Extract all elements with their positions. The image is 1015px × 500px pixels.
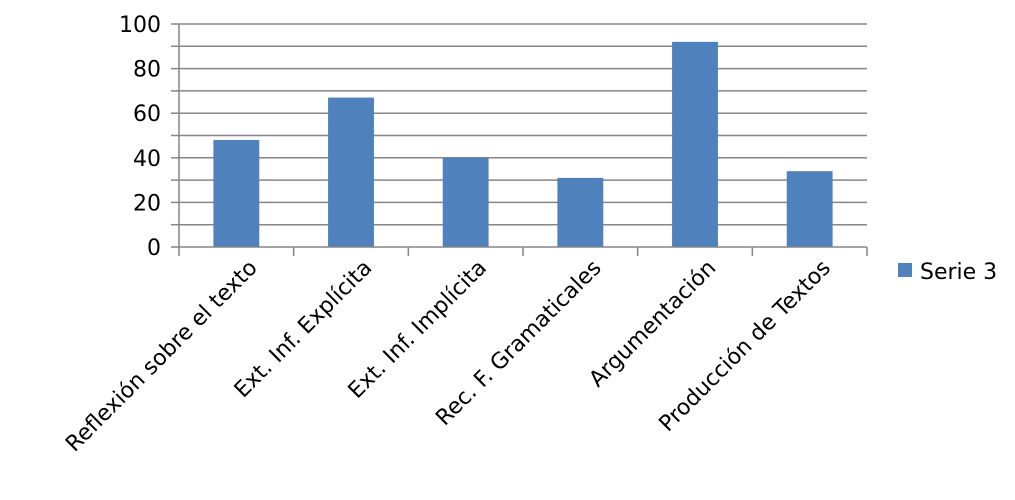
y-tick-labels: 0 20 40 60 80 100 <box>119 13 161 261</box>
bar-3 <box>442 157 489 247</box>
bars <box>213 41 833 248</box>
y-tick-label: 0 <box>147 236 161 261</box>
bar-5 <box>672 41 718 248</box>
gridlines <box>179 23 867 226</box>
axes <box>171 23 868 256</box>
y-tick-label: 80 <box>133 58 161 83</box>
y-tick-label: 60 <box>133 102 161 127</box>
x-category-label: Reflexión sobre el texto <box>61 256 262 457</box>
legend: Serie 3 <box>898 260 997 285</box>
legend-label: Serie 3 <box>920 260 997 285</box>
bar-2 <box>328 97 374 247</box>
bar-6 <box>786 171 833 247</box>
y-tick-label: 100 <box>119 13 161 38</box>
bar-4 <box>557 177 604 247</box>
y-tick-label: 20 <box>133 191 161 216</box>
y-tick-label: 40 <box>133 147 161 172</box>
bar-1 <box>213 139 260 247</box>
legend-swatch-serie-3 <box>898 263 912 277</box>
